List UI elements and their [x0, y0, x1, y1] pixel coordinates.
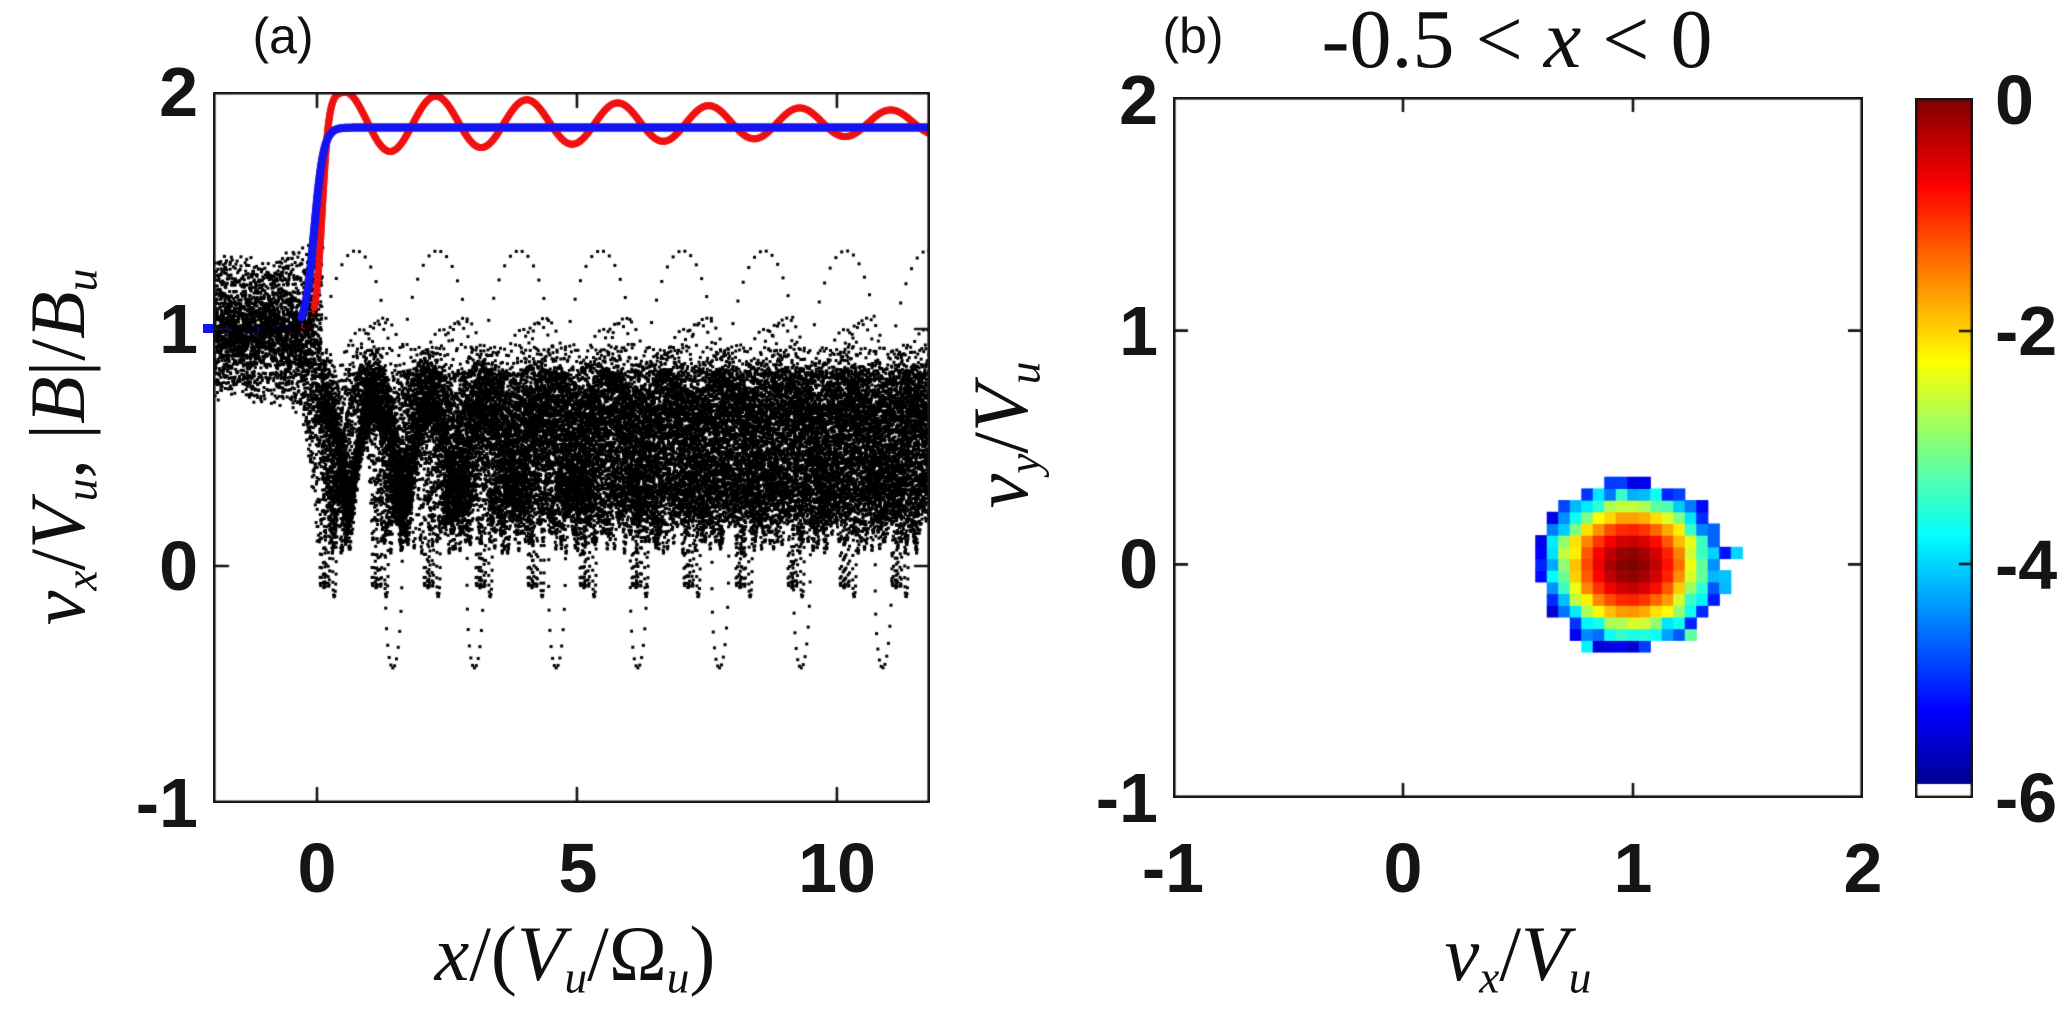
- panel-a-xtick-0: 0: [297, 829, 337, 907]
- panel-b-xtick-m1: -1: [1141, 829, 1205, 907]
- panel-b-heatmap-area: [1173, 97, 1863, 798]
- panel-b-ytick-0: 0: [1119, 525, 1158, 603]
- panel-b-ytick-m1: -1: [1095, 759, 1158, 837]
- blue-line-edge-cap: [203, 324, 213, 333]
- colorbar-tick-m2: -2: [1995, 292, 2058, 370]
- panel-b-xaxis-label: vx/Vu: [1444, 910, 1592, 1003]
- panel-b-xtick-1: 1: [1613, 829, 1653, 907]
- panel-b-yaxis-label: vy/Vu: [957, 361, 1050, 509]
- panel-b-title: -0.5 < x < 0: [1321, 0, 1713, 86]
- panel-b-ytick-2: 2: [1119, 61, 1158, 139]
- panel-b-ytick-1: 1: [1119, 292, 1158, 370]
- panel-b-label: (b): [1162, 8, 1224, 64]
- panel-a-xaxis-label: x/(Vu/Ωu): [434, 910, 716, 1003]
- panel-a-ytick-2: 2: [159, 53, 198, 131]
- panel-a-ytick-m1: -1: [135, 764, 198, 842]
- panel-a-yaxis-label: vx/Vu, |B|/Bu: [14, 268, 107, 626]
- panel-a-label: (a): [252, 8, 314, 64]
- panel-a-xtick-5: 5: [558, 829, 598, 907]
- panel-a-ytick-0: 0: [159, 527, 198, 605]
- panel-b-xtick-2: 2: [1843, 829, 1883, 907]
- panel-b-xtick-0: 0: [1383, 829, 1423, 907]
- panel-a-plot-area: [213, 92, 930, 803]
- colorbar-tick-0: 0: [1995, 61, 2034, 139]
- colorbar: [1915, 98, 1973, 798]
- colorbar-tick-m6: -6: [1995, 759, 2058, 837]
- colorbar-tick-m4: -4: [1995, 526, 2058, 604]
- panel-a-ytick-1: 1: [159, 290, 198, 368]
- panel-a-xtick-10: 10: [798, 829, 876, 907]
